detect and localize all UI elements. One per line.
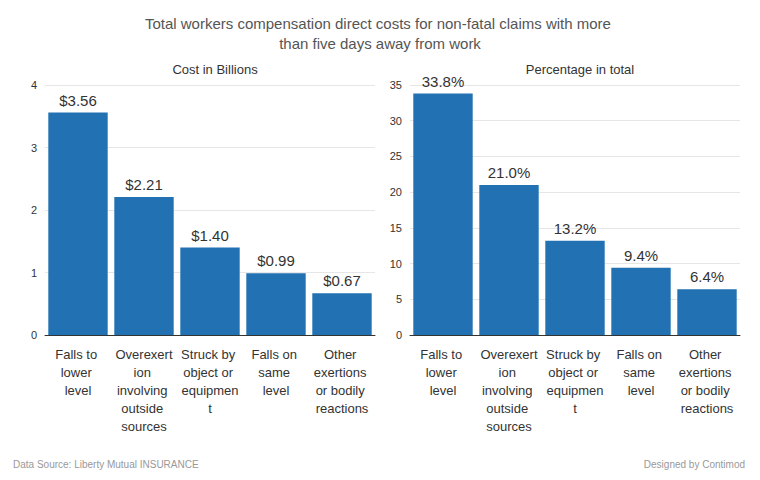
svg-text:15: 15 <box>390 222 402 234</box>
svg-text:0: 0 <box>31 329 37 341</box>
svg-text:level: level <box>430 383 457 398</box>
svg-text:reactions: reactions <box>316 401 369 416</box>
svg-text:level: level <box>263 383 290 398</box>
svg-text:involving: involving <box>117 383 171 398</box>
svg-text:Overexert: Overexert <box>115 347 172 362</box>
svg-text:sources: sources <box>486 419 532 434</box>
svg-text:Struck by: Struck by <box>181 347 239 362</box>
svg-text:exertions: exertions <box>679 365 735 380</box>
svg-text:same: same <box>258 365 293 380</box>
svg-text:$1.40: $1.40 <box>191 227 229 244</box>
svg-text:involving: involving <box>482 383 536 398</box>
svg-text:Falls on: Falls on <box>251 347 300 362</box>
svg-text:Overexert: Overexert <box>480 347 537 362</box>
svg-text:21.0%: 21.0% <box>488 164 531 181</box>
svg-text:10: 10 <box>390 258 402 270</box>
svg-text:25: 25 <box>390 150 402 162</box>
svg-text:object or: object or <box>183 365 236 380</box>
svg-text:$0.67: $0.67 <box>323 272 361 289</box>
svg-text:Falls to: Falls to <box>55 347 101 362</box>
svg-text:ion: ion <box>499 365 520 380</box>
svg-text:Other: Other <box>689 347 725 362</box>
svg-text:Percentage in total: Percentage in total <box>526 62 635 77</box>
svg-text:outside: outside <box>486 401 532 416</box>
svg-text:lower: lower <box>426 365 461 380</box>
svg-text:$0.99: $0.99 <box>257 252 295 269</box>
svg-text:equipmen: equipmen <box>181 383 238 398</box>
svg-text:level: level <box>65 383 92 398</box>
svg-text:Total workers compensation dir: Total workers compensation direct costs … <box>145 15 615 32</box>
svg-text:reactions: reactions <box>681 401 734 416</box>
svg-text:equipmen: equipmen <box>546 383 603 398</box>
svg-text:t: t <box>573 401 577 416</box>
svg-text:Other: Other <box>324 347 360 362</box>
svg-text:sources: sources <box>121 419 167 434</box>
svg-text:or bodily: or bodily <box>316 383 369 398</box>
svg-text:35: 35 <box>390 79 402 91</box>
svg-text:t: t <box>208 401 212 416</box>
svg-text:2: 2 <box>31 204 37 216</box>
svg-text:object or: object or <box>548 365 601 380</box>
svg-text:Falls to: Falls to <box>420 347 466 362</box>
svg-text:20: 20 <box>390 186 402 198</box>
svg-text:$3.56: $3.56 <box>59 92 97 109</box>
svg-text:Designed by Contimod: Designed by Contimod <box>644 459 745 470</box>
svg-text:outside: outside <box>121 401 167 416</box>
svg-text:Data Source: Liberty Mutual IN: Data Source: Liberty Mutual INSURANCE <box>13 459 199 470</box>
svg-text:or bodily: or bodily <box>681 383 734 398</box>
svg-text:6.4%: 6.4% <box>690 268 724 285</box>
svg-text:3: 3 <box>31 142 37 154</box>
svg-text:$2.21: $2.21 <box>125 176 163 193</box>
svg-text:1: 1 <box>31 267 37 279</box>
svg-text:5: 5 <box>396 293 402 305</box>
svg-text:33.8%: 33.8% <box>422 73 465 90</box>
svg-text:Falls on: Falls on <box>616 347 665 362</box>
svg-text:level: level <box>628 383 655 398</box>
svg-text:lower: lower <box>61 365 96 380</box>
svg-text:Struck by: Struck by <box>546 347 604 362</box>
svg-text:13.2%: 13.2% <box>554 220 597 237</box>
svg-text:30: 30 <box>390 115 402 127</box>
svg-text:ion: ion <box>134 365 155 380</box>
svg-text:than five days away from work: than five days away from work <box>279 35 481 52</box>
svg-text:Cost in Billions: Cost in Billions <box>172 62 258 77</box>
svg-text:0: 0 <box>396 329 402 341</box>
svg-text:exertions: exertions <box>314 365 370 380</box>
svg-text:4: 4 <box>31 79 37 91</box>
svg-text:same: same <box>623 365 658 380</box>
svg-text:9.4%: 9.4% <box>624 247 658 264</box>
